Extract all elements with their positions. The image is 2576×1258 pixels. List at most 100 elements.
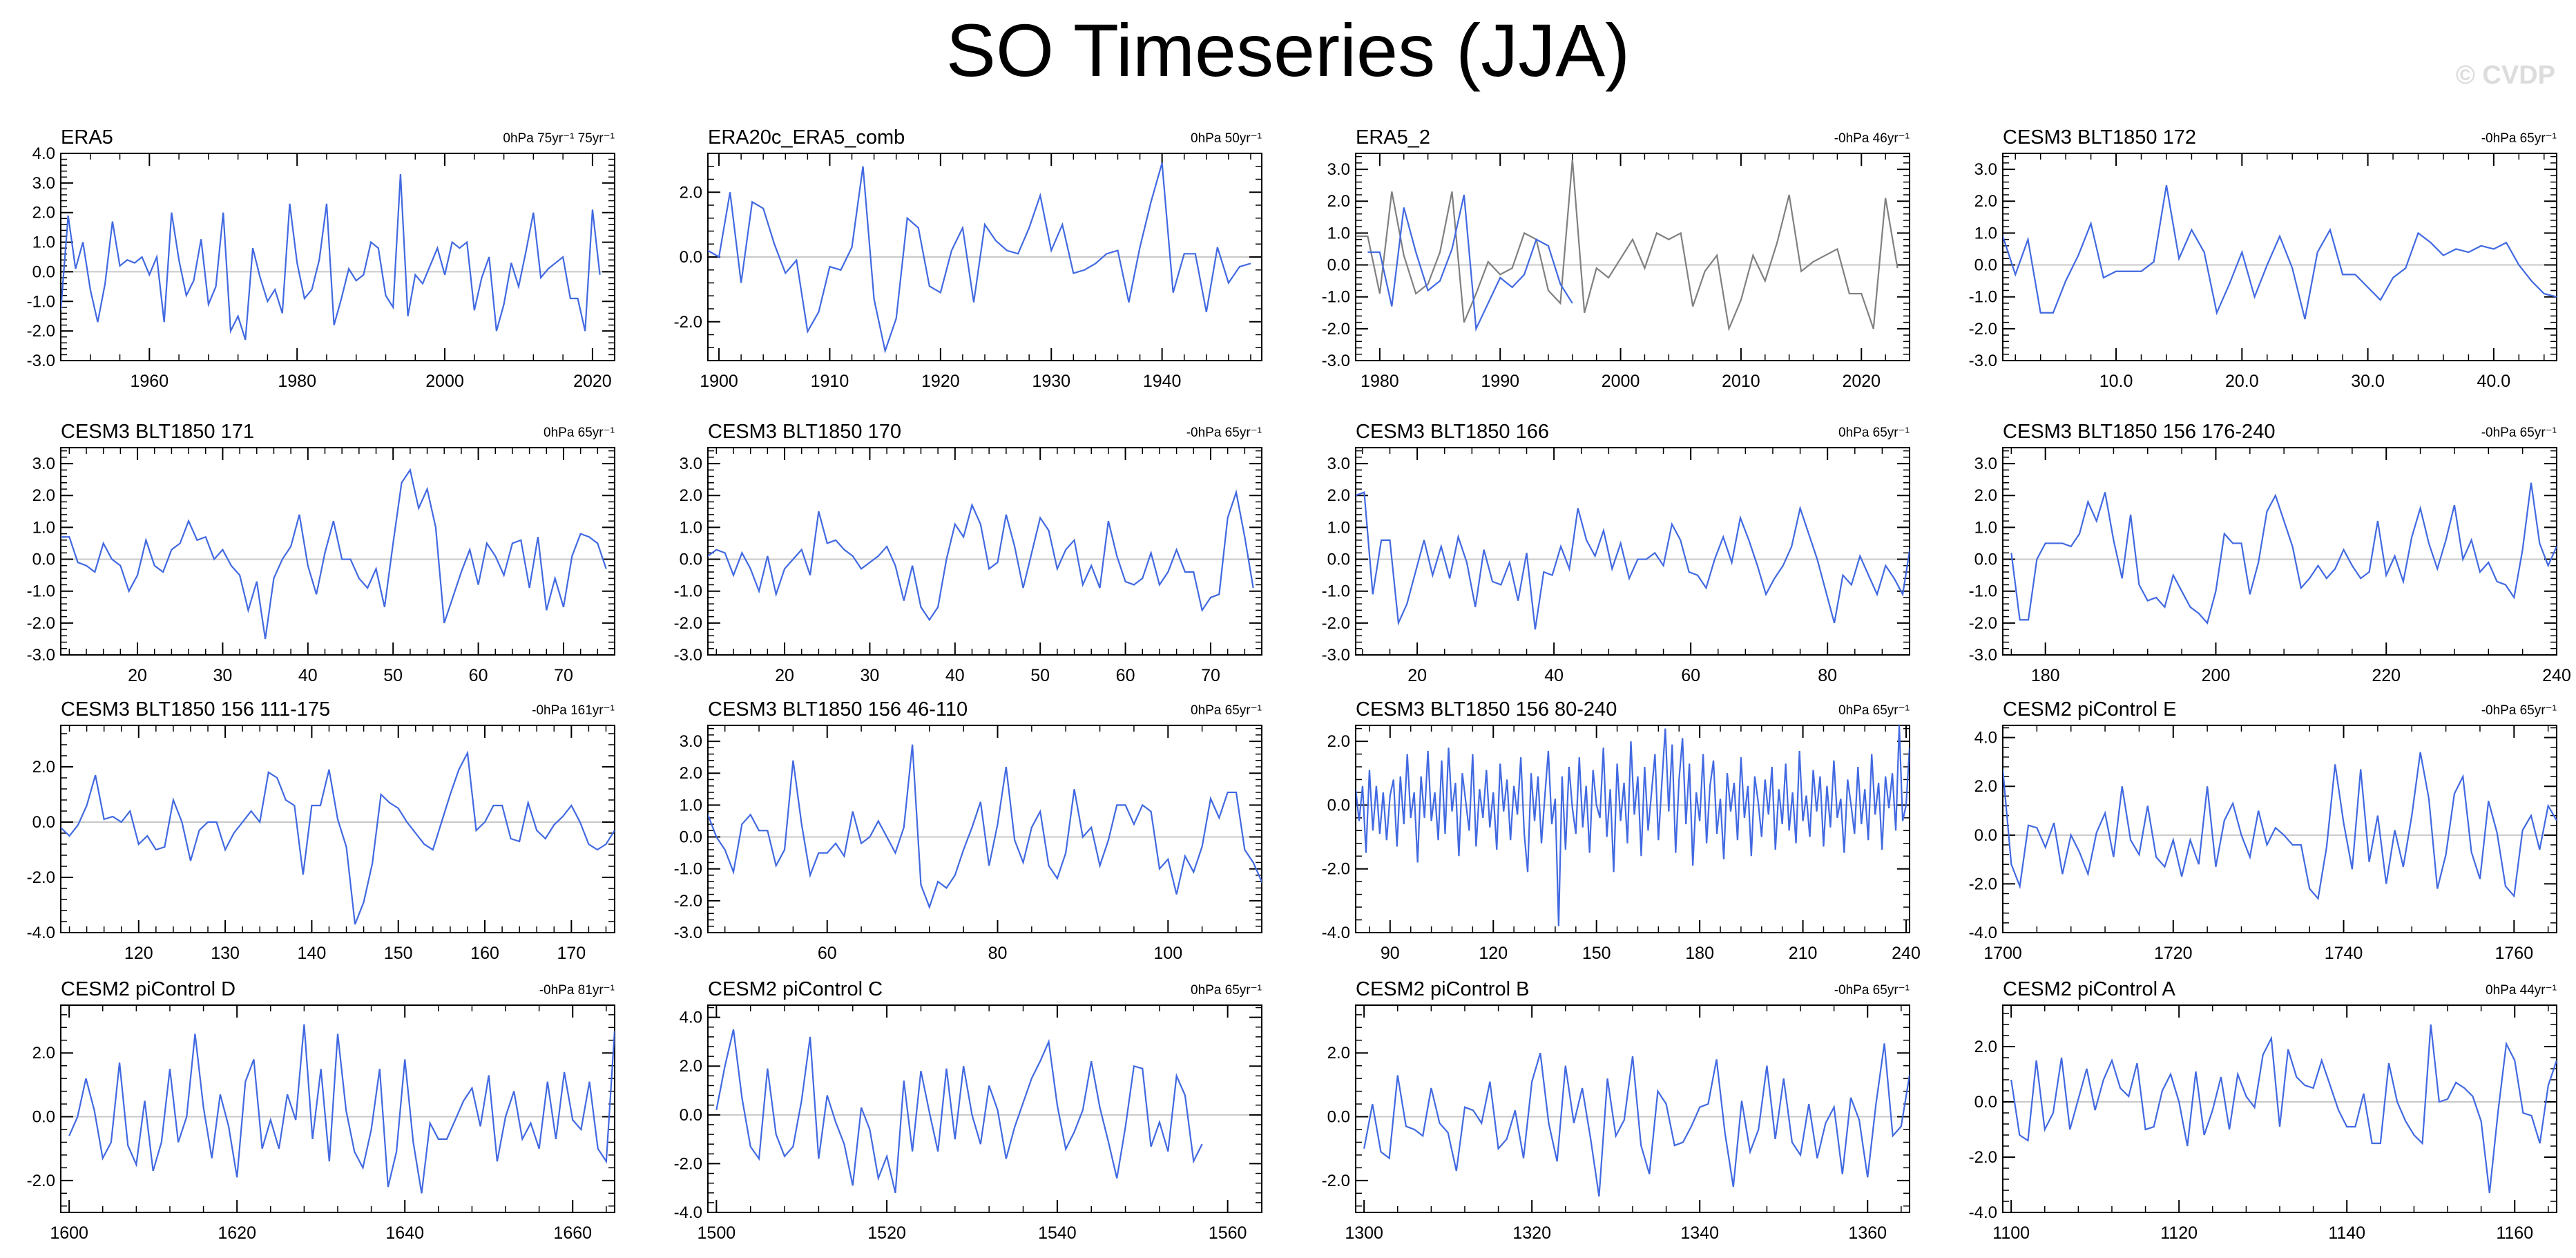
x-tick-label: 70 xyxy=(1201,666,1220,685)
y-tick-label: -2.0 xyxy=(1322,320,1350,339)
y-tick-label: 3.0 xyxy=(680,732,702,751)
panel-title: CESM2 piControl C xyxy=(708,978,883,1000)
y-tick-label: 2.0 xyxy=(1327,1044,1350,1062)
chart-panel-15: 1300 1320 1340 1360 -2.0 0.0 2.0 CESM2 piContro… xyxy=(1322,978,1910,1243)
y-tick-label: 0.0 xyxy=(32,551,55,569)
y-tick-label: -3.0 xyxy=(1322,352,1350,370)
y-tick-label: -3.0 xyxy=(1322,646,1350,665)
x-tick-label: 20 xyxy=(775,666,794,685)
y-tick-label: -4.0 xyxy=(1322,924,1350,942)
panel-trend-label: -0hPa 65yr⁻¹ xyxy=(1186,426,1262,440)
series-line xyxy=(68,1024,615,1194)
plot-frame xyxy=(2002,1004,2557,1213)
watermark: © CVDP xyxy=(2455,61,2555,90)
panel-trend-label: -0hPa 65yr⁻¹ xyxy=(2481,131,2557,146)
panel-title: CESM3 BLT1850 172 xyxy=(2003,126,2196,149)
y-tick-label: 1.0 xyxy=(1974,224,1997,242)
x-tick-label: 1930 xyxy=(1032,372,1070,391)
y-tick-label: -2.0 xyxy=(674,614,702,633)
y-tick-label: -3.0 xyxy=(674,646,702,665)
y-tick-label: 1.0 xyxy=(1974,518,1997,537)
x-tick-label: 180 xyxy=(2031,666,2060,685)
x-tick-label: 1300 xyxy=(1345,1223,1383,1243)
panel-title: CESM3 BLT1850 156 46-110 xyxy=(708,698,968,721)
y-tick-label: -3.0 xyxy=(1969,646,1997,665)
series-line xyxy=(1367,194,1573,332)
y-tick-label: -2.0 xyxy=(1969,320,1997,339)
x-tick-label: 20 xyxy=(1407,666,1427,685)
plot-frame xyxy=(707,725,1262,933)
plot-frame xyxy=(1355,153,1910,361)
y-tick-label: -3.0 xyxy=(674,924,702,942)
x-tick-label: 1700 xyxy=(1983,944,2022,963)
plot-frame xyxy=(707,447,1262,656)
y-tick-label: 2.0 xyxy=(1974,1038,1997,1056)
x-tick-label: 50 xyxy=(383,666,403,685)
x-tick-label: 80 xyxy=(1818,666,1837,685)
x-tick-label: 30 xyxy=(213,666,233,685)
y-tick-label: -2.0 xyxy=(1322,1172,1350,1190)
x-tick-label: 30.0 xyxy=(2351,372,2385,391)
panel-title: CESM2 piControl D xyxy=(61,978,236,1000)
panel-title: CESM3 BLT1850 171 xyxy=(61,421,254,443)
x-tick-label: 1720 xyxy=(2154,944,2193,963)
y-tick-label: 2.0 xyxy=(1327,486,1350,505)
y-tick-label: -3.0 xyxy=(27,646,55,665)
series-line xyxy=(61,468,607,640)
chart-panel-3: 1980 1990 2000 2010 2020 -3.0 -2.0 -1.0 0.0 1.0 2.… xyxy=(1322,126,1910,391)
x-tick-label: 40 xyxy=(1544,666,1564,685)
panel-title: ERA5 xyxy=(61,126,113,149)
panel-trend-label: 0hPa 75yr⁻¹ 75yr⁻¹ xyxy=(503,131,615,146)
chart-panel-6: 20 30 40 50 60 70 -3.0 -2.0 -1.0 0.0 1.0 2.0 3.0 CESM… xyxy=(674,421,1262,685)
y-tick-label: 2.0 xyxy=(1974,486,1997,505)
panel-trend-label: 0hPa 65yr⁻¹ xyxy=(544,426,615,440)
plot-frame xyxy=(60,725,615,933)
y-tick-label: 0.0 xyxy=(1974,1093,1997,1112)
series-line xyxy=(2003,184,2557,320)
x-tick-label: 1640 xyxy=(385,1223,424,1243)
panel-title: CESM2 piControl E xyxy=(2003,698,2176,721)
y-tick-label: -1.0 xyxy=(674,860,702,879)
y-tick-label: 0.0 xyxy=(680,551,702,569)
panel-title: CESM3 BLT1850 166 xyxy=(1356,421,1549,443)
chart-panel-11: 90 120 150 180 210 240 -4.0 -2.0 0.0 2.0 CESM3 BLT… xyxy=(1322,698,1921,963)
x-tick-label: 2000 xyxy=(1602,372,1640,391)
y-tick-label: -4.0 xyxy=(27,924,55,942)
x-tick-label: 1100 xyxy=(1992,1223,2030,1243)
x-tick-label: 2000 xyxy=(425,372,464,391)
x-tick-label: 120 xyxy=(1479,944,1508,963)
x-tick-label: 1120 xyxy=(2160,1223,2198,1243)
x-tick-label: 10.0 xyxy=(2099,372,2133,391)
y-tick-label: -2.0 xyxy=(674,1154,702,1173)
panel-trend-label: 0hPa 65yr⁻¹ xyxy=(1838,426,1910,440)
y-tick-label: -2.0 xyxy=(1969,875,1997,893)
chart-panel-16: 1100 1120 1140 1160 -4.0 -2.0 0.0 2.0 CESM2 piCo… xyxy=(1969,978,2557,1243)
overlay-series-line xyxy=(1356,160,1899,332)
x-tick-label: 140 xyxy=(298,944,327,963)
panel-title: CESM2 piControl B xyxy=(1356,978,1529,1000)
y-tick-label: -2.0 xyxy=(27,1172,55,1190)
plot-frame xyxy=(60,153,615,361)
page-title: SO Timeseries (JJA) xyxy=(945,8,1631,92)
chart-panel-1: 1960 1980 2000 2020 -3.0 -2.0 -1.0 0.0 1.0 2.0 3.0… xyxy=(27,126,615,391)
y-tick-label: 0.0 xyxy=(32,1108,55,1127)
x-tick-label: 180 xyxy=(1685,944,1714,963)
y-tick-label: -1.0 xyxy=(1322,582,1350,601)
y-tick-label: -1.0 xyxy=(674,582,702,601)
y-tick-label: 2.0 xyxy=(1327,732,1350,751)
y-tick-label: -1.0 xyxy=(1969,582,1997,601)
x-tick-label: 40 xyxy=(298,666,318,685)
series-line xyxy=(61,173,601,341)
y-tick-label: 1.0 xyxy=(1327,224,1350,242)
x-tick-label: 20 xyxy=(128,666,147,685)
y-tick-label: 3.0 xyxy=(32,174,55,193)
x-tick-label: 2020 xyxy=(573,372,612,391)
y-tick-label: 3.0 xyxy=(680,455,702,473)
x-tick-label: 1140 xyxy=(2328,1223,2365,1243)
x-tick-label: 2020 xyxy=(1842,372,1881,391)
x-tick-label: 1900 xyxy=(700,372,738,391)
panel-title: CESM3 BLT1850 170 xyxy=(708,421,901,443)
y-tick-label: -3.0 xyxy=(1969,352,1997,370)
series-line xyxy=(1363,1043,1910,1197)
